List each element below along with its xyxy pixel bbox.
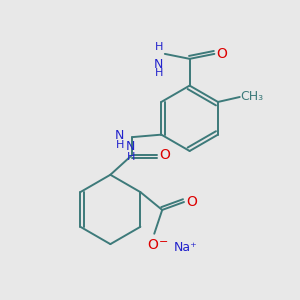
Text: O: O [159, 148, 170, 162]
Text: H: H [154, 42, 163, 52]
Text: Na⁺: Na⁺ [174, 241, 198, 254]
Text: −: − [159, 237, 169, 247]
Text: H: H [116, 140, 124, 150]
Text: O: O [186, 195, 197, 209]
Text: N: N [115, 129, 124, 142]
Text: N: N [154, 58, 163, 71]
Text: O: O [147, 238, 158, 252]
Text: O: O [216, 47, 227, 61]
Text: H: H [127, 152, 135, 162]
Text: H: H [154, 68, 163, 78]
Text: N: N [125, 140, 135, 153]
Text: CH₃: CH₃ [241, 91, 264, 103]
